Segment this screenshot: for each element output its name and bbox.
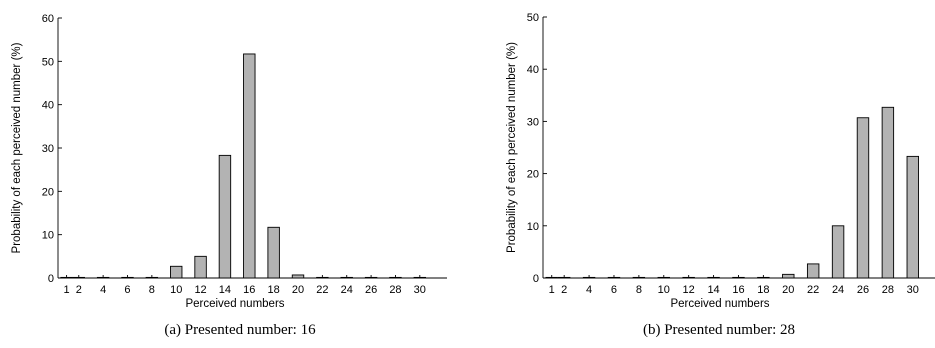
x-tick-label: 18: [757, 284, 769, 296]
y-tick-label: 50: [527, 12, 539, 24]
y-tick-label: 10: [42, 230, 54, 242]
bar-16: [243, 53, 256, 279]
x-tick-label: 16: [243, 284, 255, 296]
bar-26: [856, 117, 870, 279]
x-tick-label: 6: [611, 284, 617, 296]
bar-20: [291, 274, 305, 279]
x-tick-label: 30: [907, 284, 919, 296]
bar-10: [170, 265, 183, 279]
bar-18: [267, 226, 280, 279]
y-tick-label: 30: [42, 143, 54, 155]
bar-8: [632, 276, 646, 279]
x-tick-label: 20: [782, 284, 794, 296]
x-tick-label: 4: [586, 284, 592, 296]
y-tick-label: 60: [42, 13, 54, 25]
bar-18: [757, 276, 770, 279]
x-tick-label: 10: [170, 284, 182, 296]
y-tick-label: 10: [527, 221, 539, 233]
bar-20: [782, 273, 795, 279]
y-tick-label: 40: [42, 100, 54, 112]
x-tick-label: 12: [194, 284, 206, 296]
bar-30: [906, 155, 919, 279]
bar-2: [557, 276, 571, 279]
y-axis-label: Probability of each perceived number (%): [506, 42, 518, 253]
x-tick-label: 1: [549, 284, 555, 296]
y-tick-label: 0: [533, 273, 539, 285]
x-tick-label: 28: [882, 284, 894, 296]
bar-22: [316, 276, 329, 279]
x-tick-label: 2: [561, 284, 567, 296]
bar-24: [831, 225, 845, 279]
x-tick-label: 30: [414, 284, 426, 296]
bar-26: [364, 276, 378, 279]
x-tick-label: 28: [389, 284, 401, 296]
bar-2: [72, 276, 85, 279]
bar-28: [389, 276, 402, 279]
bar-12: [682, 276, 695, 279]
bar-14: [218, 154, 232, 279]
x-tick-label: 1: [64, 284, 70, 296]
bar-24: [340, 276, 353, 279]
x-tick-label: 24: [832, 284, 844, 296]
bar-22: [806, 263, 820, 279]
bar-1: [60, 276, 73, 279]
x-tick-label: 24: [341, 284, 353, 296]
x-tick-label: 18: [268, 284, 280, 296]
bar-14: [707, 276, 720, 279]
bar-1: [545, 276, 558, 279]
x-tick-label: 26: [857, 284, 869, 296]
bar-4: [96, 276, 110, 279]
x-tick-label: 20: [292, 284, 304, 296]
bar-12: [194, 255, 207, 279]
x-tick-label: 6: [124, 284, 130, 296]
y-tick-label: 40: [527, 64, 539, 76]
y-tick-label: 30: [527, 116, 539, 128]
x-tick-label: 14: [707, 284, 719, 296]
y-tick-label: 20: [42, 186, 54, 198]
chart-caption: (a) Presented number: 16: [164, 322, 316, 338]
x-tick-label: 16: [732, 284, 744, 296]
bar-30: [413, 276, 427, 279]
x-tick-label: 8: [636, 284, 642, 296]
x-tick-label: 12: [683, 284, 695, 296]
bar-28: [881, 106, 895, 279]
bar-6: [607, 276, 621, 279]
bar-10: [657, 276, 670, 279]
y-tick-label: 20: [527, 169, 539, 181]
y-tick-label: 50: [42, 56, 54, 68]
x-tick-label: 26: [365, 284, 377, 296]
chart-caption: (b) Presented number: 28: [643, 322, 795, 338]
bar-8: [145, 276, 159, 279]
x-tick-label: 8: [149, 284, 155, 296]
y-axis-label: Probability of each perceived number (%): [11, 42, 23, 253]
x-tick-label: 14: [219, 284, 231, 296]
x-axis-label: Perceived numbers: [185, 298, 284, 310]
x-tick-label: 22: [316, 284, 328, 296]
x-tick-label: 4: [100, 284, 106, 296]
x-tick-label: 2: [76, 284, 82, 296]
bar-16: [732, 276, 745, 279]
bar-6: [121, 276, 134, 279]
x-tick-label: 10: [658, 284, 670, 296]
bar-4: [582, 276, 596, 279]
y-tick-label: 0: [48, 273, 54, 285]
x-axis-label: Perceived numbers: [670, 298, 769, 310]
x-tick-label: 22: [807, 284, 819, 296]
